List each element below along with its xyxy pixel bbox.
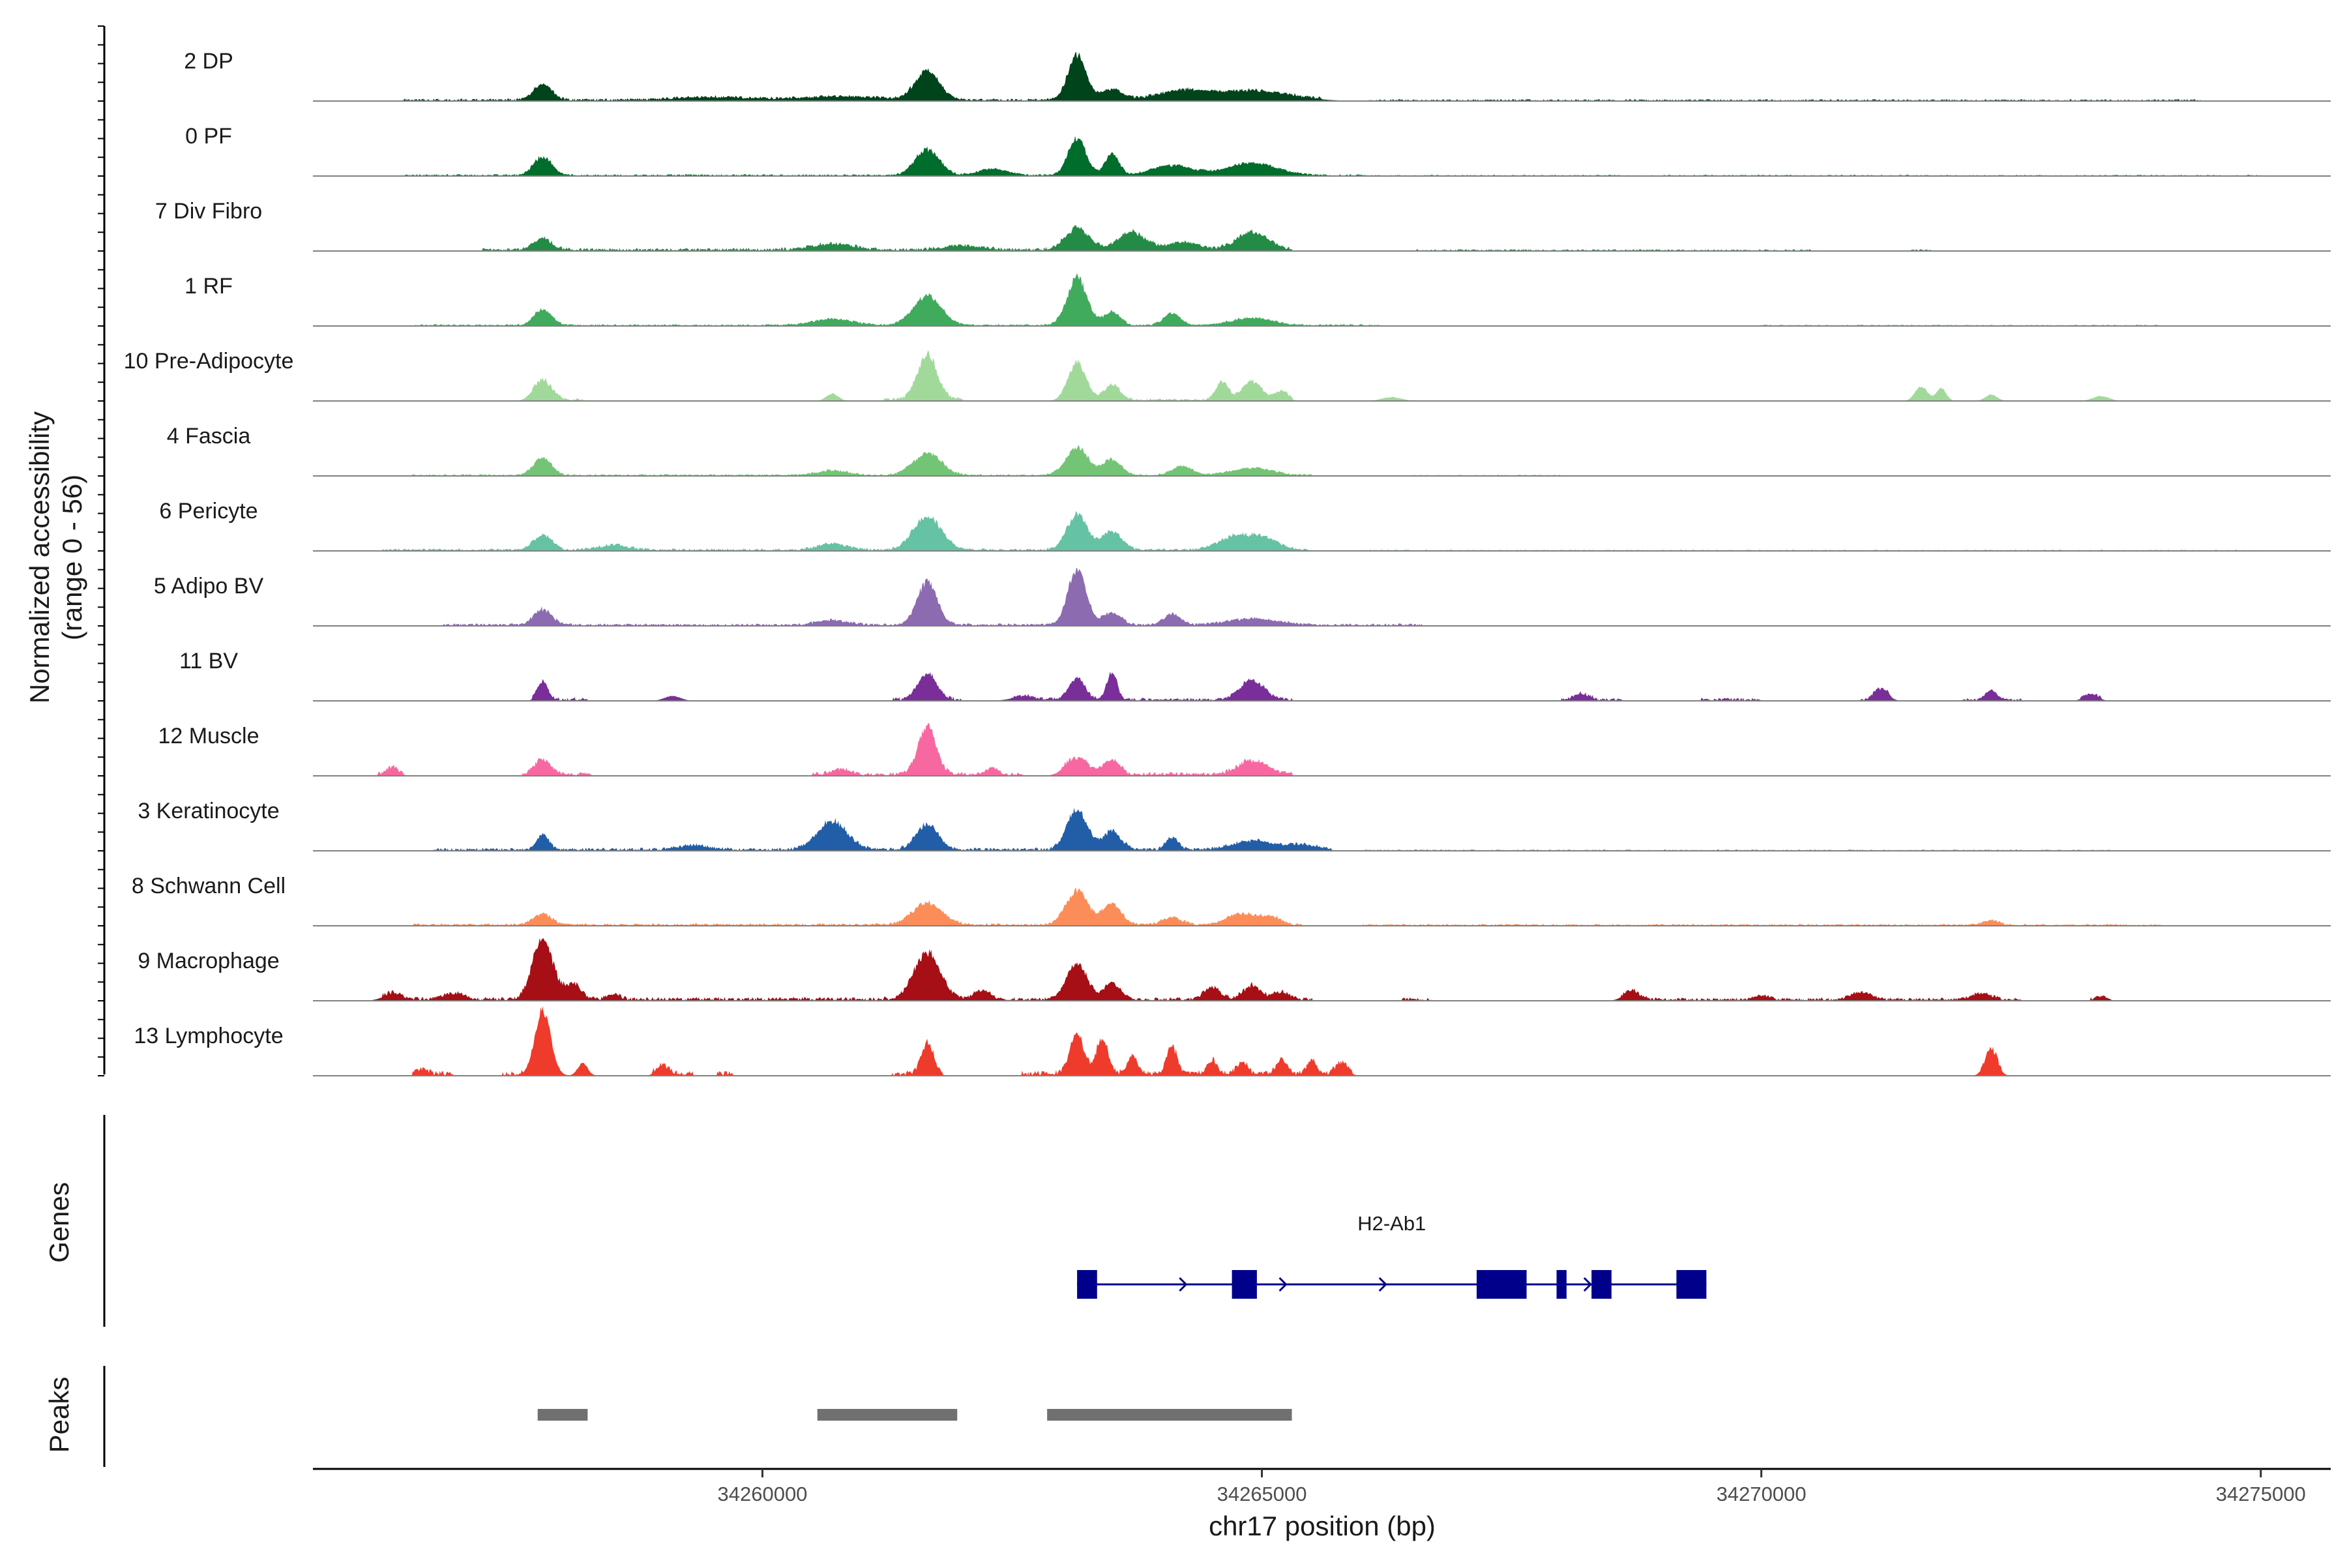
track-label: 11 BV <box>179 649 238 673</box>
gene-exon <box>1476 1270 1527 1299</box>
coverage-area-4 <box>313 349 2331 401</box>
gene-exon <box>1676 1270 1707 1299</box>
x-tick-label: 34265000 <box>1217 1483 1307 1505</box>
gene-strand-arrow <box>1278 1277 1288 1292</box>
coverage-area-9 <box>313 722 2331 776</box>
track-label: 4 Fascia <box>167 424 251 449</box>
coverage-area-10 <box>313 808 2331 851</box>
gene-label: H2-Ab1 <box>1357 1212 1426 1235</box>
track-label: 7 Div Fibro <box>155 199 262 224</box>
coverage-area-8 <box>313 672 2331 701</box>
track-label: 12 Muscle <box>158 724 259 748</box>
gene-exon <box>1591 1270 1612 1299</box>
track-label: 2 DP <box>184 49 233 74</box>
coverage-area-2 <box>313 224 2331 251</box>
peak-region <box>817 1409 958 1421</box>
peak-region <box>537 1409 588 1421</box>
peaks-panel-label: Peaks <box>44 1377 74 1453</box>
coverage-area-5 <box>313 445 2331 476</box>
coverage-area-13 <box>313 1006 2331 1076</box>
x-tick-label: 34275000 <box>2216 1483 2306 1505</box>
coverage-area-11 <box>313 888 2331 926</box>
track-label: 3 Keratinocyte <box>138 799 279 823</box>
track-label: 8 Schwann Cell <box>132 874 286 898</box>
coverage-area-1 <box>313 136 2331 176</box>
coverage-area-7 <box>313 567 2331 626</box>
coverage-area-0 <box>313 52 2331 101</box>
y-axis-title-line2: (range 0 - 56) <box>57 475 87 640</box>
track-label: 9 Macrophage <box>138 949 279 973</box>
gene-strand-arrow <box>1079 1277 1088 1292</box>
x-tick-label: 34270000 <box>1717 1483 1807 1505</box>
peak-region <box>1047 1409 1292 1421</box>
track-label: 0 PF <box>185 124 232 149</box>
x-tick-label: 34260000 <box>718 1483 808 1505</box>
gene-exon <box>1556 1270 1567 1299</box>
track-label: 1 RF <box>185 274 233 299</box>
plot-marks: 2 DP 0 PF 7 Div Fibro 1 RF 10 Pre-Adipocyte 4… <box>98 25 2331 1505</box>
coverage-area-3 <box>313 273 2331 326</box>
genes-panel-label: Genes <box>44 1182 74 1263</box>
coverage-area-6 <box>313 510 2331 551</box>
gene-exon <box>1232 1270 1257 1299</box>
gene-strand-arrow <box>1179 1277 1188 1292</box>
track-label: 13 Lymphocyte <box>134 1024 283 1048</box>
track-label: 6 Pericyte <box>159 499 258 524</box>
track-label: 10 Pre-Adipocyte <box>124 349 294 374</box>
coverage-area-12 <box>313 938 2331 1001</box>
track-label: 5 Adipo BV <box>154 574 264 599</box>
x-axis-title: chr17 position (bp) <box>1209 1511 1436 1541</box>
gene-strand-arrow <box>1378 1277 1387 1292</box>
gene-strand-arrow <box>1583 1277 1592 1292</box>
y-axis-title-line1: Normalized accessibility <box>24 411 55 703</box>
